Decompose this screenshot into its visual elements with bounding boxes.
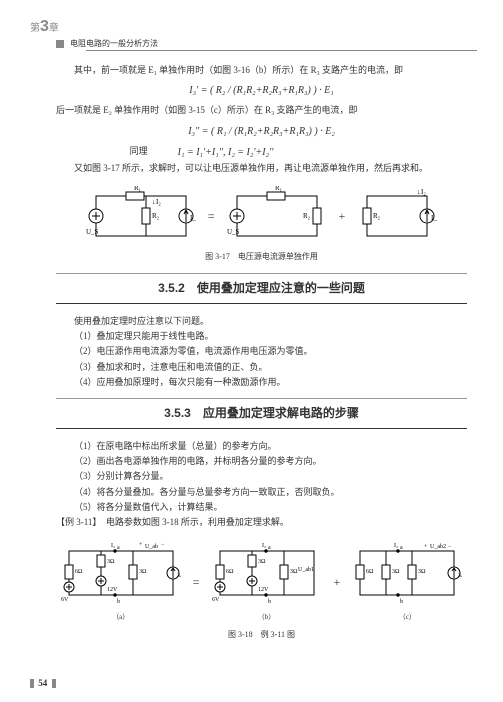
svg-text:I_S: I_S: [431, 214, 437, 222]
svg-text:3Ω: 3Ω: [258, 559, 266, 565]
chapter-number: 第3章: [30, 18, 477, 36]
circuit-ex-a: I₂ a + U_ab − 6Ω 3Ω 3Ω 6V 12V 3A b: [61, 541, 181, 607]
svg-text:b: b: [400, 599, 403, 605]
equals-sign: =: [193, 572, 200, 592]
list-item: （4）应用叠加原理时，每次只能有一种激励源作用。: [56, 375, 467, 390]
svg-text:6V: 6V: [61, 597, 69, 603]
sub-a: （a）: [61, 612, 181, 624]
svg-text:I₂: I₂: [262, 543, 266, 549]
svg-text:−: −: [448, 544, 452, 550]
svg-text:R₁: R₁: [134, 186, 141, 192]
list-item: （5）将各分量数值代入，计算结果。: [56, 500, 467, 515]
svg-text:R₂: R₂: [152, 212, 160, 220]
circuit-a: R₁ ↓ I₂ R₂ U_S I_S: [86, 186, 196, 246]
svg-text:a: a: [117, 545, 120, 551]
section-heading-353: 3.5.3 应用叠加定理求解电路的步骤: [56, 398, 467, 428]
figure-3-17: R₁ ↓ I₂ R₂ U_S I_S = R₁ R₂ U_S +: [56, 186, 467, 246]
svg-text:3Ω: 3Ω: [392, 569, 400, 575]
decorative-box: [56, 40, 64, 48]
plus-sign: +: [334, 572, 341, 592]
svg-text:I₂: I₂: [156, 198, 161, 206]
svg-text:3Ω: 3Ω: [107, 559, 115, 565]
sub-c: （c）: [352, 612, 462, 624]
paragraph: 后一项就是 E₂ 单独作用时（如图 3-15（c）所示）在 R₃ 支路产生的电流…: [56, 103, 467, 118]
svg-text:↓: ↓: [417, 188, 421, 196]
list-item: （3）叠加求和时，注意电压和电流值的正、负。: [56, 360, 467, 375]
chapter-header: 第3章 电阻电路的一般分析方法: [0, 0, 503, 51]
sub-b: （b）: [212, 612, 322, 624]
figure-3-17-caption: 图 3-17 电压源电流源单独作用: [56, 250, 467, 264]
svg-text:6V: 6V: [212, 597, 220, 603]
paragraph: 使用叠加定理时应注意以下问题。: [56, 314, 467, 329]
svg-text:R₂: R₂: [303, 212, 311, 220]
equals-sign: =: [208, 206, 215, 226]
figure-3-18-caption: 图 3-18 例 3-11 图: [56, 628, 467, 642]
svg-text:I₂: I₂: [111, 543, 115, 549]
example-label: 【例 3-11】 电路参数如图 3-18 所示，利用叠加定理求解。: [56, 515, 467, 530]
svg-text:U_ab1: U_ab1: [298, 567, 314, 573]
svg-text:12V: 12V: [258, 587, 269, 593]
circuit-ex-c: I₂ a +U_ab2− 6Ω 3Ω 3Ω 3A b: [352, 541, 462, 607]
paragraph: 又如图 3-17 所示，求解时，可以让电压源单独作用，再让电流源单独作用，然后再…: [56, 161, 467, 176]
formula-3: I₁ = I₁'+I₁'', I₂ = I₂'+I₂'': [178, 144, 274, 161]
svg-text:U_S: U_S: [86, 228, 99, 236]
svg-text:b: b: [117, 599, 120, 605]
chapter-subtitle: 电阻电路的一般分析方法: [70, 38, 158, 49]
footer-bar: [52, 679, 56, 688]
svg-text:6Ω: 6Ω: [226, 569, 234, 575]
page-content: 其中，前一项就是 E₁ 单独作用时（如图 3-16（b）所示）在 R₃ 支路产生…: [0, 51, 503, 641]
svg-text:−: −: [161, 542, 165, 548]
svg-text:+: +: [139, 542, 143, 548]
svg-text:3A: 3A: [177, 573, 181, 579]
svg-text:3Ω: 3Ω: [139, 569, 147, 575]
svg-text:R₂: R₂: [373, 212, 381, 220]
page-number: 54: [36, 678, 49, 688]
svg-text:3Ω: 3Ω: [418, 569, 426, 575]
circuit-c: ↓ I₂ R₂ I_S: [357, 186, 437, 246]
header-rule: [86, 50, 477, 51]
svg-text:I₂: I₂: [394, 543, 398, 549]
svg-text:I_S: I_S: [190, 214, 196, 222]
list-item: （1）叠加定理只能用于线性电路。: [56, 329, 467, 344]
list-item: （3）分别计算各分量。: [56, 469, 467, 484]
paragraph: 其中，前一项就是 E₁ 单独作用时（如图 3-16（b）所示）在 R₃ 支路产生…: [56, 63, 467, 78]
figure-3-18: I₂ a + U_ab − 6Ω 3Ω 3Ω 6V 12V 3A b （a） =: [56, 541, 467, 624]
plus-sign: +: [339, 206, 346, 226]
svg-text:U_S: U_S: [227, 228, 240, 236]
svg-text:U_ab: U_ab: [145, 544, 158, 550]
list-item: （4）将各分量叠加。各分量与总量参考方向一致取正，否则取负。: [56, 485, 467, 500]
svg-text:a: a: [400, 545, 403, 551]
circuit-ex-b: I₂ a U_ab1 6Ω 3Ω 3Ω 6V 12V b: [212, 541, 322, 607]
footer-bar: [30, 679, 34, 688]
svg-text:6Ω: 6Ω: [75, 569, 83, 575]
svg-text:↓: ↓: [152, 198, 156, 206]
label-tongli: 同理: [130, 144, 148, 159]
formula-2: I₃'' = ( R₁ / (R₁R₂+R₂R₃+R₁R₃) ) · E₂: [56, 123, 467, 140]
svg-text:I₂: I₂: [421, 188, 426, 196]
svg-text:6Ω: 6Ω: [366, 569, 374, 575]
section-heading-352: 3.5.2 使用叠加定理应注意的一些问题: [56, 273, 467, 303]
svg-text:R₁: R₁: [275, 186, 282, 192]
svg-text:b: b: [268, 599, 271, 605]
list-item: （2）电压源作用电流源为零值，电流源作用电压源为零值。: [56, 344, 467, 359]
page-footer: 54: [30, 677, 56, 688]
svg-text:U_ab2: U_ab2: [430, 544, 446, 550]
svg-text:+: +: [424, 544, 428, 550]
list-item: （2）画出各电源单独作用的电路，并标明各分量的参考方向。: [56, 454, 467, 469]
svg-text:3Ω: 3Ω: [290, 569, 298, 575]
svg-text:a: a: [268, 545, 271, 551]
svg-text:3A: 3A: [458, 573, 462, 579]
circuit-b: R₁ R₂ U_S: [227, 186, 327, 246]
svg-text:12V: 12V: [107, 587, 118, 593]
list-item: （1）在原电路中标出所求量（总量）的参考方向。: [56, 439, 467, 454]
formula-1: I₃' = ( R₂ / (R₁R₂+R₂R₃+R₁R₃) ) · E₁: [56, 82, 467, 99]
